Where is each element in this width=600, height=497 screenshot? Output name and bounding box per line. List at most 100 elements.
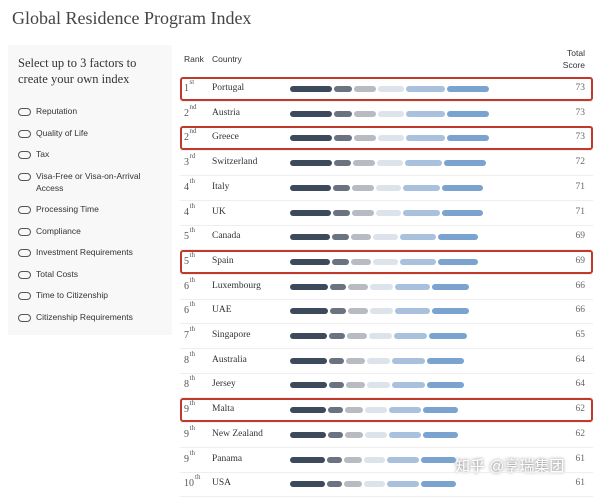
bar-segment bbox=[378, 110, 405, 117]
bar-segment bbox=[404, 160, 443, 167]
factor-option[interactable]: Compliance bbox=[18, 225, 168, 239]
bar-segment bbox=[388, 431, 421, 438]
factor-toggle bbox=[18, 151, 31, 159]
row-separator bbox=[180, 125, 593, 127]
bar-segment bbox=[290, 481, 325, 488]
total-score: 69 bbox=[575, 231, 586, 242]
row-separator bbox=[180, 101, 593, 102]
bar-segment bbox=[444, 160, 486, 167]
factor-option[interactable]: Tax bbox=[18, 148, 168, 162]
factor-label: Total Costs bbox=[36, 269, 79, 279]
bar-segment bbox=[329, 283, 347, 290]
country: Panama bbox=[212, 453, 243, 464]
factor-option[interactable]: Total Costs bbox=[18, 268, 168, 282]
rank: 8 bbox=[184, 379, 189, 391]
factor-option[interactable]: Time to Citizenship bbox=[18, 289, 168, 303]
page-title: Global Residence Program Index bbox=[12, 8, 252, 28]
bar-segment bbox=[290, 110, 333, 117]
total-score: 64 bbox=[575, 379, 586, 390]
factor-option[interactable]: Processing Time bbox=[18, 203, 168, 217]
rank: 9 bbox=[184, 428, 189, 440]
bar-segment bbox=[328, 357, 345, 364]
score-bar bbox=[290, 308, 472, 315]
score-bar bbox=[290, 135, 491, 142]
bar-segment bbox=[290, 333, 328, 339]
factor-option[interactable]: Investment Requirements bbox=[18, 246, 168, 260]
factor-label: Time to Citizenship bbox=[36, 290, 108, 300]
total-score: 64 bbox=[575, 354, 586, 365]
bar-segment bbox=[334, 110, 353, 117]
row-separator bbox=[180, 150, 593, 152]
factor-option[interactable]: Citizenship Requirements bbox=[18, 311, 168, 325]
row-separator bbox=[180, 372, 593, 374]
score-bar bbox=[290, 160, 488, 167]
bar-segment bbox=[350, 234, 372, 241]
factor-toggle bbox=[18, 108, 31, 116]
bar-segment bbox=[290, 431, 326, 438]
bar-segment bbox=[346, 382, 366, 389]
score-bar bbox=[290, 110, 491, 117]
bar-segment bbox=[442, 209, 484, 216]
row-separator bbox=[180, 175, 593, 177]
bar-segment bbox=[365, 431, 387, 438]
factor-toggle bbox=[18, 314, 31, 322]
row-separator bbox=[180, 397, 593, 399]
bar-segment bbox=[290, 86, 333, 92]
score-bar bbox=[290, 234, 480, 241]
factor-toggle bbox=[18, 292, 31, 300]
country: Switzerland bbox=[212, 157, 258, 168]
sidebar-heading: Select up to 3 factors to create your ow… bbox=[18, 56, 137, 86]
factor-option[interactable]: Reputation bbox=[18, 105, 168, 119]
factor-label: Visa-Free or Visa-on-Arrival Access bbox=[36, 171, 141, 193]
bar-segment bbox=[420, 456, 456, 463]
bar-segment bbox=[290, 209, 331, 216]
bar-segment bbox=[427, 357, 464, 364]
bar-segment bbox=[352, 184, 374, 191]
country: UAE bbox=[212, 305, 232, 316]
rank: 6 bbox=[184, 305, 189, 317]
rank: 2 bbox=[184, 107, 189, 119]
total-score: 72 bbox=[575, 157, 586, 168]
rank: 4 bbox=[184, 206, 189, 218]
total-score: 61 bbox=[575, 453, 586, 464]
factor-option[interactable]: Quality of Life bbox=[18, 127, 168, 141]
total-score: 61 bbox=[575, 478, 586, 489]
total-score: 73 bbox=[575, 132, 586, 143]
bar-segment bbox=[431, 308, 470, 315]
bar-segment bbox=[290, 135, 333, 142]
bar-segment bbox=[392, 382, 426, 389]
bar-segment bbox=[363, 456, 386, 463]
factor-option[interactable]: Visa-Free or Visa-on-Arrival Access bbox=[18, 170, 168, 193]
highlight-box bbox=[180, 249, 593, 274]
bar-segment bbox=[350, 258, 372, 265]
bar-segment bbox=[393, 333, 428, 339]
bar-segment bbox=[400, 234, 436, 241]
bar-segment bbox=[332, 184, 351, 191]
bar-segment bbox=[290, 184, 331, 191]
bar-segment bbox=[369, 308, 394, 315]
bar-segment bbox=[343, 481, 362, 488]
factor-label: Compliance bbox=[36, 226, 81, 236]
score-bar bbox=[290, 382, 466, 389]
bar-segment bbox=[329, 308, 347, 315]
country: New Zealand bbox=[212, 428, 263, 439]
highlight-box bbox=[180, 398, 593, 423]
total-score: 62 bbox=[575, 428, 586, 439]
total-score: 73 bbox=[575, 83, 586, 93]
country: Greece bbox=[212, 132, 239, 143]
bar-segment bbox=[427, 382, 464, 389]
rank: 3 bbox=[184, 157, 189, 169]
total-score: 73 bbox=[575, 107, 586, 118]
bar-segment bbox=[352, 209, 374, 216]
bar-segment bbox=[334, 135, 353, 142]
rank: 4 bbox=[184, 181, 189, 193]
bar-segment bbox=[377, 160, 403, 167]
bar-segment bbox=[403, 184, 441, 191]
score-bar bbox=[290, 184, 485, 191]
score-bar bbox=[290, 283, 472, 290]
bar-segment bbox=[347, 333, 367, 339]
bar-segment bbox=[446, 110, 489, 117]
bar-segment bbox=[375, 184, 402, 191]
score-bar bbox=[290, 209, 485, 216]
total-score: 69 bbox=[575, 255, 586, 266]
